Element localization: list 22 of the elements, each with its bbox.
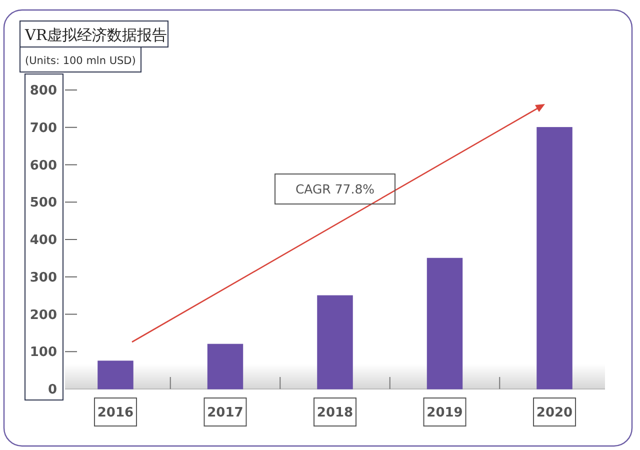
bar bbox=[426, 258, 463, 390]
y-tick-label: 800 bbox=[30, 84, 57, 99]
y-tick-label: 300 bbox=[30, 270, 57, 286]
chart-subtitle: (Units: 100 mln USD) bbox=[25, 55, 136, 67]
y-tick-label: 400 bbox=[30, 233, 57, 248]
y-tick-label: 700 bbox=[30, 120, 57, 136]
y-tick-label: 0 bbox=[48, 382, 57, 398]
y-tick-label: 500 bbox=[30, 196, 57, 211]
bar bbox=[98, 360, 134, 390]
y-tick-label: 100 bbox=[30, 345, 57, 360]
x-tick-label: 2018 bbox=[316, 406, 354, 421]
chart-title: VR虚拟经济数据报告 bbox=[24, 26, 168, 44]
x-tick-label: 2017 bbox=[207, 406, 244, 421]
bar bbox=[207, 344, 244, 390]
x-tick-label: 2016 bbox=[97, 406, 134, 421]
y-tick-label: 200 bbox=[30, 308, 57, 323]
x-tick-label: 2019 bbox=[426, 406, 463, 421]
bar bbox=[317, 295, 353, 390]
x-tick-label: 2020 bbox=[536, 406, 573, 421]
bar bbox=[536, 127, 572, 390]
y-tick-label: 600 bbox=[30, 158, 57, 174]
annotation: CAGR 77.8% bbox=[295, 181, 375, 196]
